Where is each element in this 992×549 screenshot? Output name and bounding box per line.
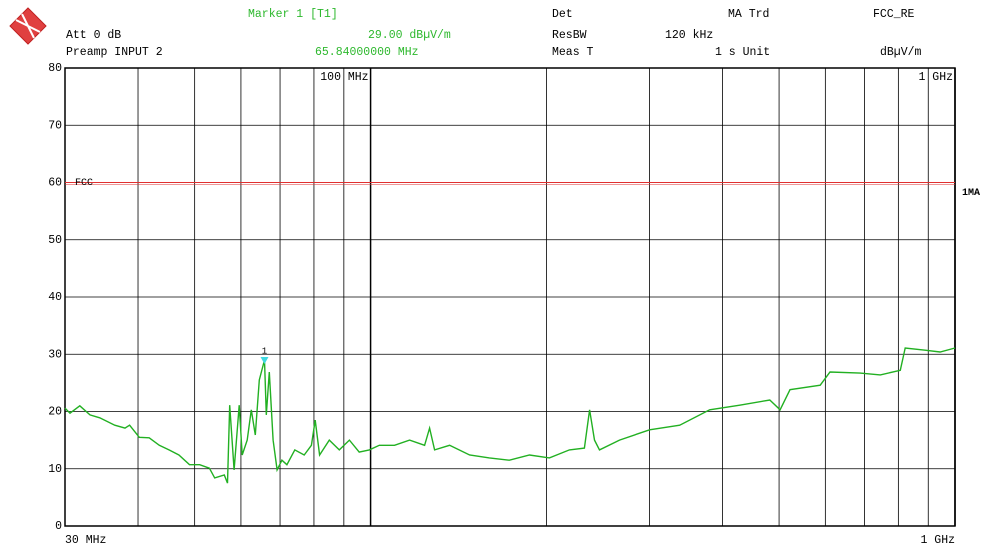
marker: [260, 356, 269, 364]
y-tick-label: 80: [48, 62, 62, 75]
transducer: FCC_RE: [873, 8, 915, 21]
trace: [64, 347, 956, 484]
x-tick-label: 30 MHz: [65, 534, 106, 547]
y-tick-label: 50: [48, 234, 62, 247]
meas: Meas T: [552, 46, 594, 59]
limit-label: FCC: [75, 178, 93, 189]
trace-label: 1MA: [962, 188, 980, 199]
att: Att 0 dB: [66, 29, 121, 42]
marker-level: 29.00 dBµV/m: [368, 29, 451, 42]
logo: [9, 7, 47, 45]
unit: dBµV/m: [880, 46, 922, 59]
marker-title: Marker 1 [T1]: [248, 8, 338, 21]
det-value: MA Trd: [728, 8, 769, 21]
y-tick-label: 40: [48, 291, 62, 304]
x-tick-label-top: 100 MHz: [320, 71, 368, 84]
x-tick-label: 1 GHz: [920, 534, 955, 547]
y-tick-label: 10: [48, 463, 62, 476]
y-tick-label: 20: [48, 406, 62, 419]
y-tick-label: 60: [48, 177, 62, 190]
marker-freq: 65.84000000 MHz: [315, 46, 419, 59]
marker-label: 1: [262, 346, 267, 356]
meas-value: 1 s Unit: [715, 46, 770, 59]
y-tick-label: 0: [55, 520, 62, 533]
preamp: Preamp INPUT 2: [66, 46, 163, 59]
resbw: ResBW: [552, 29, 587, 42]
y-tick-label: 70: [48, 119, 62, 132]
resbw-value: 120 kHz: [665, 29, 713, 42]
det: Det: [552, 8, 573, 21]
x-tick-label-top: 1 GHz: [918, 71, 953, 84]
y-tick-label: 30: [48, 348, 62, 361]
